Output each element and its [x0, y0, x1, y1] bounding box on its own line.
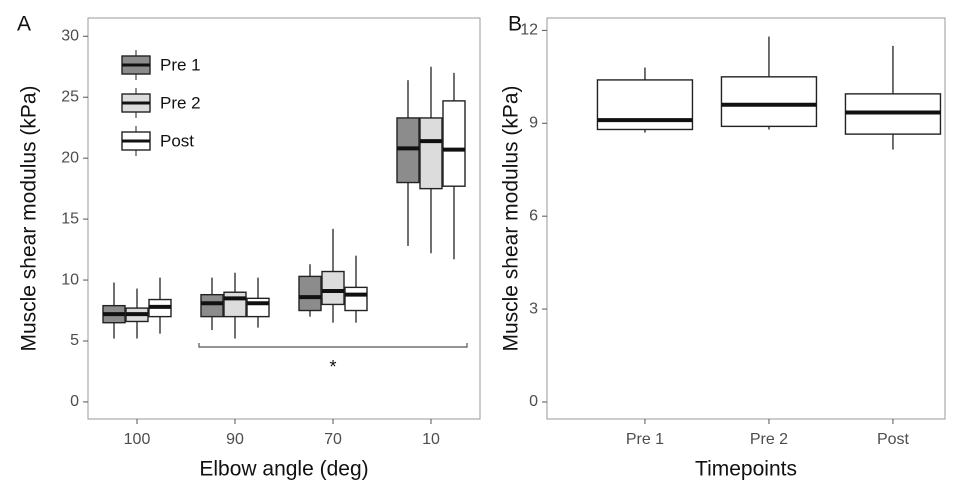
plot-frame — [546, 17, 946, 420]
box — [442, 100, 466, 187]
legend-label: Pre 1 — [160, 55, 201, 74]
x-tick-label: Pre 1 — [626, 431, 664, 448]
y-axis-title: Muscle shear modulus (kPa) — [500, 85, 523, 351]
y-tick-label: 12 — [520, 22, 538, 39]
y-tick-label: 25 — [61, 88, 79, 105]
box — [321, 270, 345, 306]
y-tick-label: 9 — [529, 115, 538, 132]
x-axis-title: Timepoints — [695, 458, 797, 481]
box — [344, 286, 368, 312]
x-tick-label: 70 — [324, 431, 342, 448]
box — [223, 291, 247, 318]
legend-label: Pre 2 — [160, 93, 201, 112]
y-tick-label: 5 — [70, 332, 79, 349]
panel-label: A — [17, 13, 31, 36]
y-axis-title: Muscle shear modulus (kPa) — [18, 85, 41, 351]
x-tick-label: 90 — [226, 431, 244, 448]
box — [298, 275, 322, 312]
y-tick-label: 0 — [70, 393, 79, 410]
x-tick-label: Pre 2 — [750, 431, 788, 448]
box — [720, 76, 818, 128]
y-tick-label: 15 — [61, 210, 79, 227]
x-tick-label: Post — [877, 431, 910, 448]
box — [246, 297, 270, 318]
x-tick-label: 100 — [124, 431, 151, 448]
y-tick-label: 20 — [61, 149, 79, 166]
y-tick-label: 6 — [529, 207, 538, 224]
panel-label: B — [508, 13, 522, 36]
x-tick-label: 10 — [422, 431, 440, 448]
box — [200, 293, 224, 318]
plot-frame — [87, 17, 481, 420]
y-tick-label: 0 — [529, 393, 538, 410]
x-axis-title: Elbow angle (deg) — [199, 458, 368, 481]
y-tick-label: 30 — [61, 28, 79, 45]
y-tick-label: 10 — [61, 271, 79, 288]
significance-bracket — [198, 343, 468, 348]
legend-label: Post — [160, 131, 194, 150]
significance-label: * — [329, 357, 336, 377]
y-tick-label: 3 — [529, 300, 538, 317]
box — [419, 117, 443, 190]
